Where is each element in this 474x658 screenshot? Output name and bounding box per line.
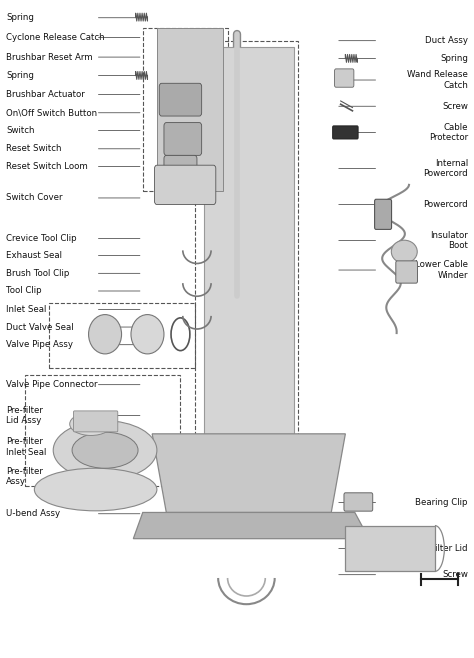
- Text: Internal
Powercord: Internal Powercord: [423, 159, 468, 178]
- Polygon shape: [157, 28, 223, 191]
- Text: Switch: Switch: [6, 126, 35, 135]
- Text: Tool Clip: Tool Clip: [6, 286, 42, 295]
- FancyBboxPatch shape: [374, 199, 392, 230]
- Text: Brushbar Reset Arm: Brushbar Reset Arm: [6, 53, 93, 62]
- Text: Valve Pipe Assy: Valve Pipe Assy: [6, 340, 73, 349]
- Ellipse shape: [53, 420, 157, 480]
- Text: Reset Switch Loom: Reset Switch Loom: [6, 162, 88, 171]
- Ellipse shape: [70, 413, 112, 436]
- Text: U-bend Assy: U-bend Assy: [6, 509, 60, 519]
- Ellipse shape: [131, 315, 164, 354]
- FancyBboxPatch shape: [159, 84, 201, 116]
- Text: Pre-filter
Assy: Pre-filter Assy: [6, 467, 43, 486]
- Text: Screw: Screw: [442, 102, 468, 111]
- FancyBboxPatch shape: [164, 122, 201, 155]
- FancyBboxPatch shape: [344, 493, 373, 511]
- Text: Wand Release
Catch: Wand Release Catch: [407, 70, 468, 89]
- FancyBboxPatch shape: [333, 126, 358, 139]
- FancyBboxPatch shape: [164, 155, 197, 188]
- Polygon shape: [152, 434, 346, 513]
- Ellipse shape: [35, 468, 157, 511]
- Text: Crevice Tool Clip: Crevice Tool Clip: [6, 234, 77, 243]
- FancyBboxPatch shape: [155, 165, 216, 205]
- Text: Insulator
Boot: Insulator Boot: [430, 231, 468, 250]
- Text: Spring: Spring: [6, 13, 34, 22]
- Text: Inlet Seal: Inlet Seal: [6, 305, 46, 314]
- Text: Exhaust Seal: Exhaust Seal: [6, 251, 62, 260]
- Text: Pre-filter
Lid Assy: Pre-filter Lid Assy: [6, 406, 43, 425]
- Text: Cyclone Release Catch: Cyclone Release Catch: [6, 33, 105, 42]
- Polygon shape: [346, 526, 435, 571]
- Text: Cable
Protector: Cable Protector: [429, 123, 468, 142]
- Text: Brushbar Actuator: Brushbar Actuator: [6, 90, 85, 99]
- Text: Duct Assy: Duct Assy: [425, 36, 468, 45]
- Text: Switch Cover: Switch Cover: [6, 193, 63, 203]
- Text: Spring: Spring: [440, 54, 468, 63]
- FancyBboxPatch shape: [73, 411, 118, 432]
- Polygon shape: [204, 47, 293, 434]
- Text: Pre-filter
Inlet Seal: Pre-filter Inlet Seal: [6, 437, 46, 457]
- Ellipse shape: [72, 432, 138, 468]
- Text: Powercord: Powercord: [423, 200, 468, 209]
- FancyBboxPatch shape: [396, 261, 418, 283]
- Text: Brush Tool Clip: Brush Tool Clip: [6, 269, 70, 278]
- Text: Reset Switch: Reset Switch: [6, 144, 62, 153]
- Text: Post Filter Lid: Post Filter Lid: [410, 544, 468, 553]
- Text: Lower Cable
Winder: Lower Cable Winder: [415, 261, 468, 280]
- Text: Spring: Spring: [6, 71, 34, 80]
- Text: Bearing Clip: Bearing Clip: [415, 498, 468, 507]
- FancyBboxPatch shape: [335, 69, 354, 88]
- Text: Duct Valve Seal: Duct Valve Seal: [6, 322, 74, 332]
- Ellipse shape: [89, 315, 121, 354]
- Text: On\Off Switch Button: On\Off Switch Button: [6, 109, 97, 117]
- Text: Valve Pipe Connector: Valve Pipe Connector: [6, 380, 98, 389]
- Text: Screw: Screw: [442, 570, 468, 579]
- Polygon shape: [133, 513, 369, 539]
- Ellipse shape: [392, 240, 417, 263]
